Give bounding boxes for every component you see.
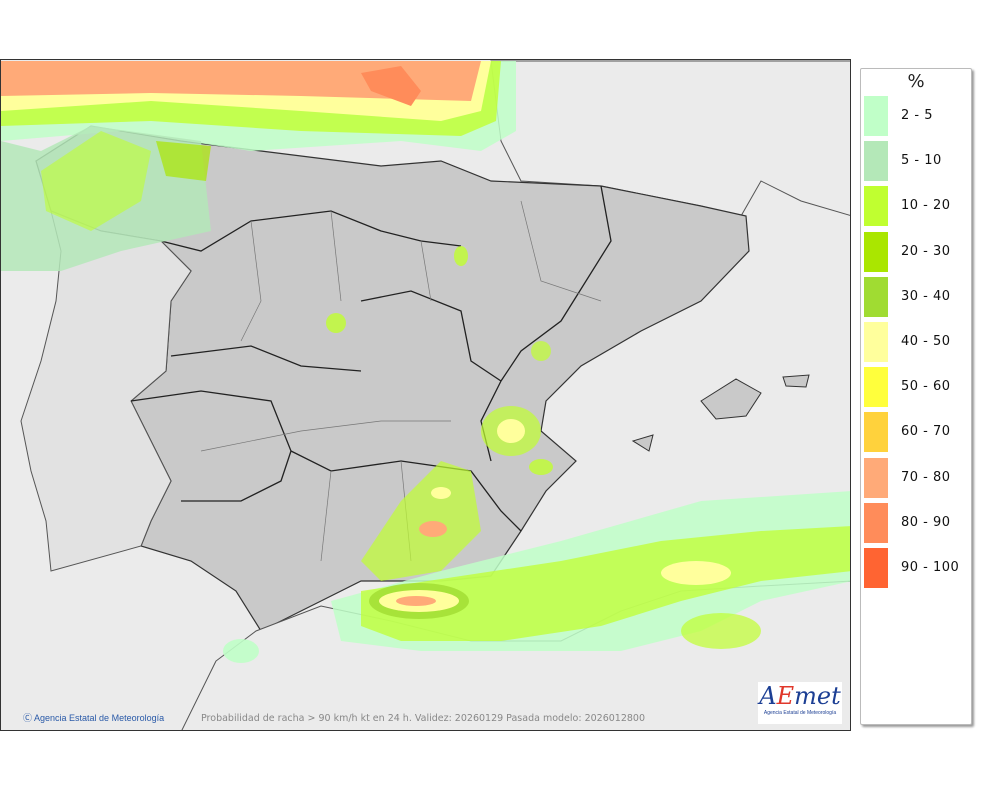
legend-swatch [864,141,888,182]
credit-text: Ⓒ Agencia Estatal de Meteorología [23,713,165,723]
legend-item: 10 - 20 [864,186,969,227]
legend-label: 70 - 80 [901,469,951,485]
legend-label: 30 - 40 [901,288,951,304]
legend-swatch [864,548,888,588]
legend-label: 40 - 50 [901,334,951,349]
ibiza [631,434,654,452]
legend-swatch [864,412,888,453]
legend-swatch [864,276,888,317]
legend-item: 40 - 50 [864,322,969,362]
legend-label: 20 - 30 [901,243,951,259]
legend-swatch [864,96,888,136]
aemet-logo: AEmet Agencia Estatal de Meteorología [758,682,842,724]
legend-swatch [864,186,888,227]
legend-item: 5 - 10 [864,141,969,182]
menorca [782,374,810,388]
probability-map: Ⓒ Agencia Estatal de Meteorología Probab… [0,59,851,731]
map-canvas [1,60,850,730]
legend-item: 2 - 5 [864,96,969,136]
legend-swatch [864,457,888,498]
legend-label: 10 - 20 [901,198,951,214]
legend-label: 90 - 100 [901,560,960,575]
legend-unit: % [907,71,925,92]
legend-label: 5 - 10 [901,153,942,169]
legend-label: 50 - 60 [901,379,951,395]
portugal-landmass [20,210,192,572]
probability-field [1,61,850,663]
legend-item: 60 - 70 [864,412,969,453]
legend-item: 50 - 60 [864,367,969,408]
map-caption: Probabilidad de racha > 90 km/h kt en 24… [201,713,646,724]
logo-subtitle: Agencia Estatal de Meteorología [763,710,837,716]
legend: % 2 - 5 5 - 10 10 - 20 20 - 30 30 - 40 40 - 5… [860,68,972,725]
credit-label: Agencia Estatal de Meteorología [34,713,165,723]
legend-label: 2 - 5 [901,108,933,123]
legend-label: 60 - 70 [901,424,951,440]
legend-swatch [864,322,888,362]
legend-item: 80 - 90 [864,502,969,543]
legend-item: 90 - 100 [864,548,969,588]
logo-wordmark: AEmet [759,682,841,710]
legend-item: 20 - 30 [864,231,969,272]
legend-label: 80 - 90 [901,514,951,530]
legend-item: 30 - 40 [864,276,969,317]
legend-swatch [864,502,888,543]
legend-swatch [864,367,888,408]
legend-swatch [864,231,888,272]
mallorca [700,378,762,420]
legend-item: 70 - 80 [864,457,969,498]
